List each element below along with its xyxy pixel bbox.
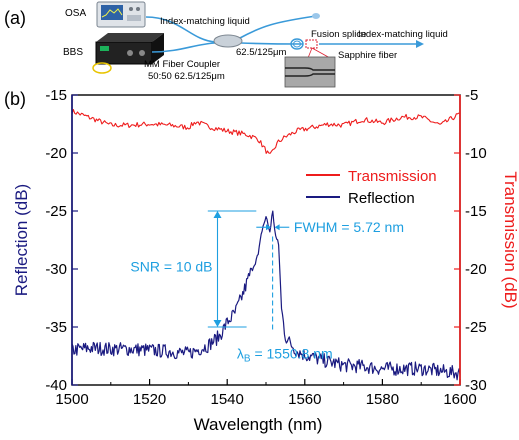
center-wavelength-label: λB = 1550.8 nm (237, 345, 333, 364)
x-tick-label: 1560 (288, 391, 321, 408)
fwhm-label: FWHM = 5.72 nm (294, 219, 404, 235)
panel-b-label: (b) (4, 89, 26, 109)
setup-schematic: (a) OSA BBS (4, 1, 448, 88)
y-axis-title-left: Reflection (dB) (12, 184, 31, 296)
axes-layer: 1500 1520 1540 1560 1580 1600 -40 -35 -30 -25 -20 -… (45, 87, 486, 408)
fiber-spec-label: 62.5/125μm (236, 47, 286, 58)
fiber-paths (145, 15, 350, 53)
legend-label-reflection: Reflection (348, 190, 415, 207)
fwhm-arrowhead-left (266, 224, 271, 231)
y-tick-label-left: -15 (45, 87, 67, 104)
x-tick-label: 1500 (55, 391, 88, 408)
y-tick-label-right: -20 (465, 261, 487, 278)
y-tick-label-right: -25 (465, 319, 487, 336)
coupler-label: MM Fiber Coupler (144, 59, 220, 70)
bbs-label: BBS (63, 47, 83, 58)
bbs-instrument (95, 33, 164, 65)
plot-frame (71, 94, 461, 386)
y-tick-label-left: -25 (45, 203, 67, 220)
fusion-splice-label: Fusion splice (311, 29, 366, 40)
y-tick-label-left: -40 (45, 377, 67, 394)
index-matching-blob (312, 13, 320, 19)
series-line-transmission (71, 108, 460, 154)
snr-arrowhead-up (213, 211, 222, 218)
y-tick-label-right: -15 (465, 203, 487, 220)
splice-inset (284, 56, 336, 88)
x-tick-label: 1580 (366, 391, 399, 408)
y-tick-label-left: -20 (45, 145, 67, 162)
fwhm-arrowhead-right (274, 224, 280, 231)
snr-arrowhead-down (213, 320, 222, 327)
bbs-fiber-loop (92, 62, 112, 74)
splice-marker (305, 39, 318, 49)
index-matching-label-2: Index-matching liquid (358, 29, 448, 40)
y-axis-title-right: Transmission (dB) (501, 171, 519, 308)
y-tick-label-right: -30 (465, 377, 487, 394)
series-layer (71, 108, 461, 381)
y-tick-label-left: -30 (45, 261, 67, 278)
snr-label: SNR = 10 dB (130, 258, 212, 274)
fiber-coupler (213, 34, 243, 48)
panel-a-label: (a) (4, 8, 26, 28)
sapphire-fiber-label: Sapphire fiber (338, 50, 397, 61)
legend: Transmission Reflection (306, 168, 437, 207)
y-tick-label-right: -5 (465, 87, 478, 104)
x-tick-label: 1520 (133, 391, 166, 408)
x-axis-title: Wavelength (nm) (194, 415, 323, 434)
legend-label-transmission: Transmission (348, 168, 437, 185)
series-line-reflection (71, 210, 461, 381)
coupler-spec-label: 50:50 62.5/125μm (148, 71, 225, 82)
annotation-layer: SNR = 10 dB FWHM = 5.72 nm λB = 1550.8 nm (130, 210, 404, 364)
osa-instrument (96, 1, 146, 28)
x-tick-label: 1540 (211, 391, 244, 408)
index-matching-label-1: Index-matching liquid (160, 16, 250, 27)
y-tick-label-right: -10 (465, 145, 487, 162)
x-tick-label: 1600 (443, 391, 476, 408)
fiber-coil (290, 38, 304, 50)
y-tick-label-left: -35 (45, 319, 67, 336)
osa-label: OSA (65, 8, 86, 19)
